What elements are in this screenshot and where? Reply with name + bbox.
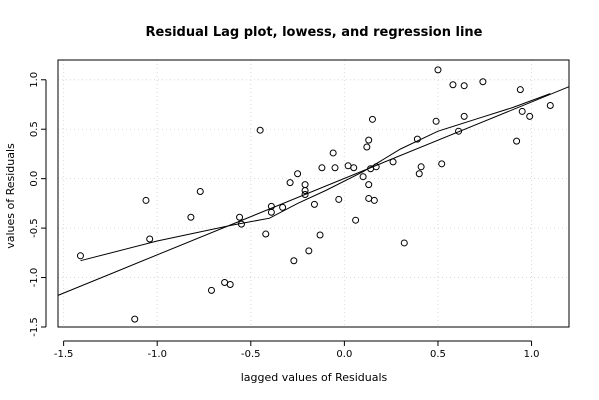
y-tick-label-3: 0.0 (29, 171, 40, 187)
data-point-42 (400, 239, 408, 247)
data-point-6 (207, 286, 215, 294)
data-point-8 (226, 280, 234, 288)
plot-frame (57, 59, 570, 328)
data-point-23 (310, 200, 318, 208)
data-point-12 (262, 230, 270, 238)
data-point-51 (460, 82, 468, 90)
x-axis-label: lagged values of Residuals (241, 371, 388, 384)
data-point-46 (432, 117, 440, 125)
data-point-53 (479, 78, 487, 86)
y-tick-label-4: 0.5 (29, 121, 40, 137)
data-point-25 (318, 164, 326, 172)
data-point-14 (267, 208, 275, 216)
data-point-1 (131, 315, 139, 323)
data-point-31 (352, 216, 360, 224)
data-point-0 (76, 252, 84, 260)
fit-lines (57, 86, 570, 296)
y-tick-label-2: -0.5 (29, 218, 40, 238)
data-point-18 (294, 170, 302, 178)
y-tick-label-5: 1.0 (29, 72, 40, 88)
data-point-28 (335, 195, 343, 203)
y-tick-label-0: -1.5 (29, 317, 40, 337)
data-point-55 (516, 86, 524, 94)
data-points (76, 66, 554, 323)
data-point-30 (350, 164, 358, 172)
data-point-7 (221, 279, 229, 286)
data-point-48 (438, 160, 446, 168)
data-point-24 (316, 231, 324, 239)
y-axis-label: values of Residuals (4, 143, 17, 249)
data-point-36 (365, 194, 373, 202)
data-point-26 (329, 149, 337, 157)
x-tick-label-2: -0.5 (241, 349, 261, 360)
lowess-line (80, 93, 551, 262)
data-point-54 (513, 137, 521, 145)
data-point-10 (237, 220, 245, 228)
data-point-57 (526, 112, 534, 120)
y-tick-label-1: -1.0 (29, 268, 40, 288)
regression-line (57, 86, 570, 296)
data-point-52 (460, 112, 468, 120)
data-point-20 (301, 187, 309, 195)
data-point-38 (368, 115, 376, 123)
data-point-17 (290, 257, 298, 265)
x-axis: -1.5 -1.0 -0.5 0.0 0.5 1.0 (54, 340, 540, 360)
data-point-15 (279, 203, 287, 211)
data-point-50 (455, 127, 463, 135)
data-point-19 (301, 181, 309, 189)
x-tick-label-4: 0.5 (430, 349, 446, 360)
data-point-33 (363, 143, 371, 151)
data-point-16 (286, 179, 294, 187)
x-tick-label-0: -1.5 (54, 349, 74, 360)
x-tick-label-1: -1.0 (147, 349, 167, 360)
data-point-9 (236, 213, 244, 221)
y-axis: -1.5 -1.0 -0.5 0.0 0.5 1.0 (29, 72, 47, 337)
data-point-5 (196, 188, 204, 196)
data-point-49 (449, 81, 457, 89)
data-point-21 (301, 190, 309, 198)
data-point-29 (344, 162, 352, 170)
data-point-41 (389, 158, 397, 166)
data-point-27 (331, 164, 339, 172)
data-point-34 (365, 136, 373, 144)
data-point-11 (256, 126, 264, 134)
data-point-32 (359, 173, 367, 181)
data-point-4 (187, 213, 195, 221)
chart-title: Residual Lag plot, lowess, and regressio… (146, 25, 483, 40)
data-point-43 (413, 135, 421, 143)
data-point-56 (518, 107, 526, 115)
data-point-22 (305, 247, 313, 255)
data-point-3 (146, 235, 154, 243)
data-point-39 (370, 196, 378, 204)
x-tick-label-3: 0.0 (336, 349, 352, 360)
data-point-47 (434, 66, 442, 74)
data-point-44 (415, 170, 423, 178)
data-point-40 (372, 163, 380, 171)
grid-lines (58, 60, 569, 328)
x-tick-label-5: 1.0 (524, 349, 540, 360)
data-point-35 (365, 181, 373, 189)
data-point-45 (417, 163, 425, 171)
data-point-2 (142, 196, 150, 204)
data-point-58 (546, 101, 554, 109)
